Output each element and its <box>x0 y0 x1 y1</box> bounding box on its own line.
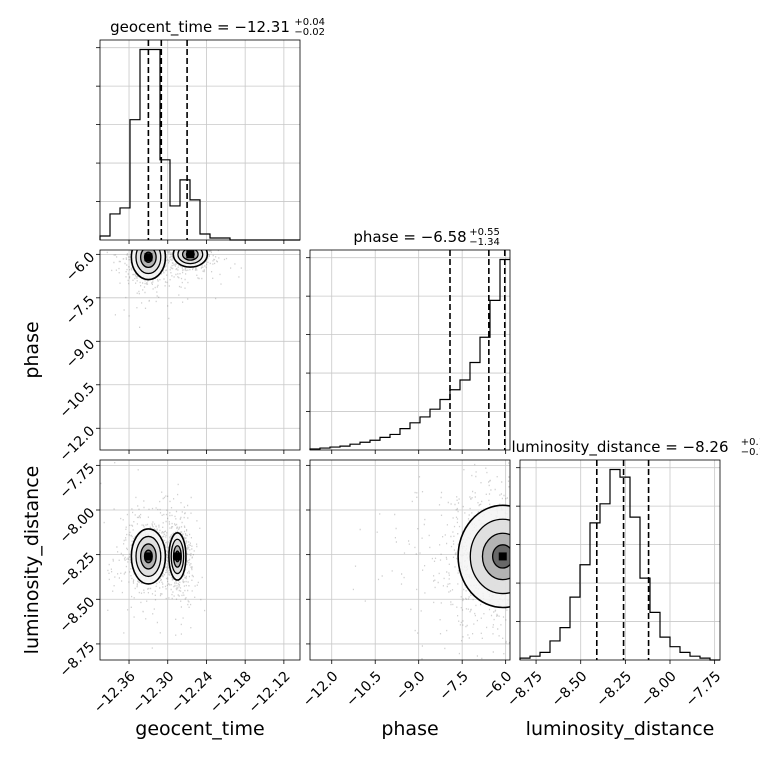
hist-title: luminosity_distance = −8.26 <box>511 438 728 457</box>
title-plus: +0.04 <box>294 17 325 28</box>
y-tick-label: −10.5 <box>57 380 99 422</box>
y-tick-label: −12.0 <box>57 423 99 465</box>
title-minus: −0.02 <box>294 27 325 38</box>
scatter-panel-geocent_time-phase <box>96 249 301 454</box>
hist-bars-luminosity_distance <box>519 468 720 661</box>
hist-bars-geocent_time <box>99 48 300 241</box>
hist-bars-phase <box>309 258 510 450</box>
hist-title: phase = −6.58 <box>353 228 466 246</box>
x-tick-label: −10.5 <box>343 668 385 710</box>
y-axis-label-luminosity_distance: luminosity_distance <box>21 466 43 655</box>
title-minus: −1.34 <box>469 237 500 248</box>
x-tick-label: −8.75 <box>504 668 546 710</box>
panel-frame <box>99 39 301 241</box>
density-peak <box>498 552 507 561</box>
y-tick-label: −7.5 <box>63 293 98 328</box>
hist-panel-geocent_time: geocent_time = −12.31 +0.04−0.02 <box>96 17 325 244</box>
scatter-points <box>103 250 242 328</box>
x-tick-label: −12.18 <box>207 668 255 716</box>
x-tick-label: −12.36 <box>91 668 139 716</box>
x-tick-label: −8.50 <box>549 668 591 710</box>
x-tick-label: −12.0 <box>300 668 342 710</box>
y-tick-label: −8.00 <box>57 505 99 547</box>
panel-frame <box>99 459 301 661</box>
hist-panel-luminosity_distance: luminosity_distance = −8.26 +0.14−0.15 <box>511 437 760 664</box>
title-plus: +0.55 <box>469 227 500 238</box>
density-peak <box>186 250 195 259</box>
title-minus: −0.15 <box>741 447 760 458</box>
x-tick-label: −12.12 <box>246 668 294 716</box>
y-tick-label: −8.25 <box>57 550 99 592</box>
x-tick-label: −8.25 <box>593 668 635 710</box>
density-peak <box>173 552 182 561</box>
y-axis-label-phase: phase <box>21 321 43 378</box>
scatter-panel-phase-luminosity_distance <box>306 459 511 664</box>
title-main: geocent_time = −12.31 <box>110 18 290 37</box>
x-tick-label: −8.00 <box>638 668 680 710</box>
panel-frame <box>519 459 721 661</box>
title-main: luminosity_distance = −8.26 <box>511 438 728 457</box>
x-tick-label: −7.75 <box>683 668 725 710</box>
density-peak <box>144 253 153 262</box>
panel-frame <box>309 459 511 661</box>
x-tick-label: −9.0 <box>393 668 428 703</box>
x-axis-label-phase: phase <box>381 718 438 740</box>
density-peak <box>144 552 153 561</box>
title-plus: +0.14 <box>741 437 760 448</box>
hist-title: geocent_time = −12.31 <box>110 18 290 37</box>
y-tick-label: −8.75 <box>57 639 99 681</box>
x-tick-label: −7.5 <box>437 668 472 703</box>
title-main: phase = −6.58 <box>353 228 466 246</box>
scatter-panel-geocent_time-luminosity_distance <box>96 459 301 664</box>
panel-frame <box>309 249 511 451</box>
y-tick-label: −7.75 <box>57 460 99 502</box>
x-axis-label-geocent_time: geocent_time <box>135 718 264 740</box>
y-tick-label: −9.0 <box>63 336 98 371</box>
x-axis-label-luminosity_distance: luminosity_distance <box>526 718 715 740</box>
y-tick-label: −6.0 <box>63 249 98 284</box>
y-tick-label: −8.50 <box>57 594 99 636</box>
x-tick-label: −12.24 <box>168 668 216 716</box>
panel-frame <box>99 249 301 451</box>
x-tick-label: −12.30 <box>130 668 178 716</box>
hist-panel-phase: phase = −6.58 +0.55−1.34 <box>306 227 511 454</box>
